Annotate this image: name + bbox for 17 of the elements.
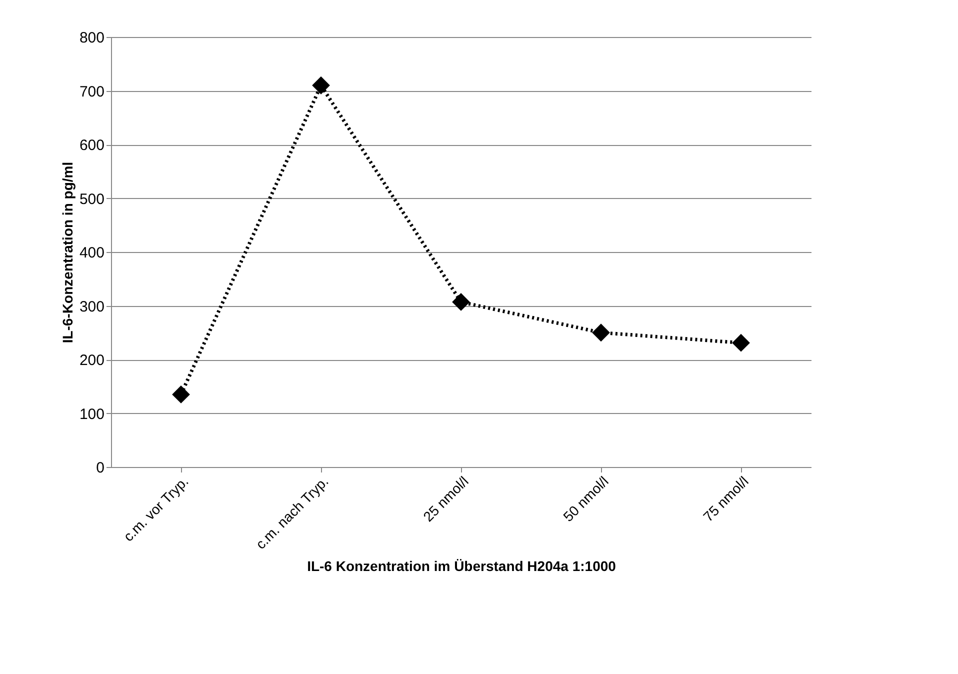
point (592, 324, 610, 342)
y-axis-title: IL-6-Konzentration in pg/ml (59, 162, 76, 344)
y-tick-label: 200 (79, 352, 104, 369)
y-tick-label: 400 (79, 244, 104, 262)
point (172, 385, 190, 404)
y-tick-label: 800 (79, 30, 104, 46)
y-tick-label: 100 (79, 406, 104, 423)
y-tick-label: 300 (79, 298, 104, 316)
y-tick-label: 600 (79, 137, 104, 154)
y-tick-label: 0 (96, 460, 104, 476)
x-axis-title: IL-6 Konzentration im Überstand H204a 1:1000 (307, 558, 616, 574)
y-tick-label: 500 (79, 190, 104, 208)
point (312, 76, 330, 94)
y-tick-label: 700 (79, 83, 104, 100)
point (452, 293, 470, 311)
x-tick-label: c.m. vor Tryp. (120, 473, 192, 544)
point (732, 334, 750, 352)
